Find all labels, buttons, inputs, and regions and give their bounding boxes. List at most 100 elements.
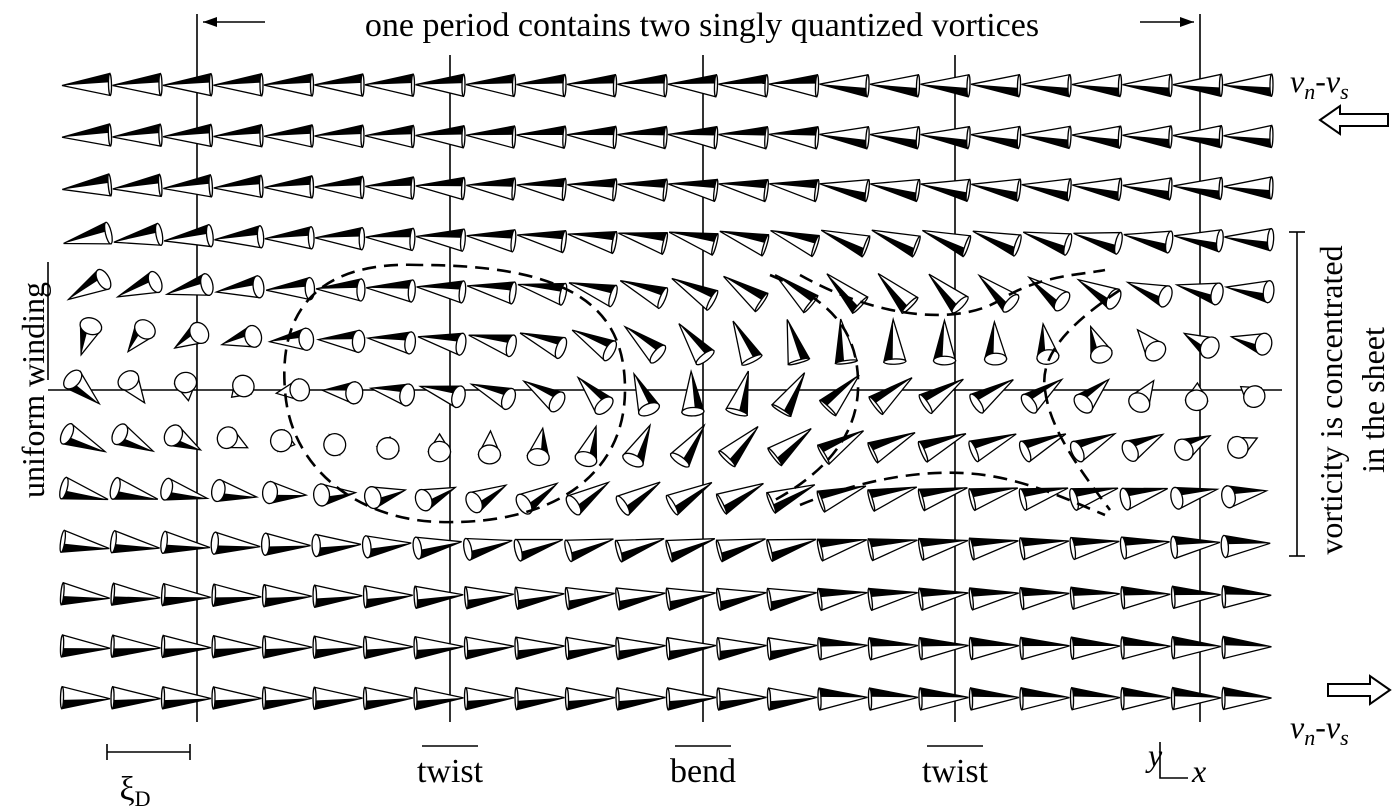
- cone-part: [769, 697, 817, 711]
- cone: [312, 686, 363, 711]
- cone-part: [162, 544, 210, 554]
- cone: [668, 231, 719, 256]
- cone: [109, 529, 160, 554]
- cone-part: [1172, 536, 1220, 546]
- cone-part: [1069, 488, 1079, 511]
- cone-part: [661, 232, 669, 255]
- cone: [1020, 378, 1064, 414]
- cone: [1125, 281, 1173, 308]
- cone: [463, 586, 514, 610]
- cone-part: [766, 687, 772, 711]
- cone-part: [968, 488, 977, 511]
- cone: [312, 584, 363, 609]
- cone: [574, 424, 598, 468]
- cone: [723, 275, 769, 313]
- cone-part: [568, 282, 617, 294]
- cone: [977, 273, 1020, 313]
- cone: [1223, 73, 1274, 98]
- cone-part: [516, 74, 565, 85]
- cone-part: [314, 74, 363, 85]
- cone: [418, 385, 466, 409]
- cone: [115, 270, 163, 298]
- cone: [412, 536, 462, 560]
- cone-part: [1122, 687, 1171, 698]
- cone-part: [1164, 230, 1174, 254]
- cone-part: [1019, 586, 1025, 611]
- cone-part: [264, 596, 312, 607]
- cone-part: [612, 73, 618, 98]
- cone-part: [567, 593, 615, 610]
- cone-part: [110, 686, 115, 710]
- cone-part: [715, 493, 728, 515]
- cone-part: [638, 402, 661, 417]
- cone: [362, 686, 414, 711]
- cone: [61, 72, 113, 97]
- cone-part: [1071, 537, 1120, 547]
- cone-part: [918, 433, 966, 450]
- cone-part: [567, 178, 616, 188]
- cone-part: [412, 536, 423, 560]
- cone-part: [112, 174, 161, 190]
- cone-part: [1223, 135, 1272, 148]
- cone-part: [819, 183, 867, 202]
- cone-part: [214, 225, 261, 240]
- cone: [320, 380, 364, 405]
- cone: [1173, 229, 1224, 253]
- cone-part: [1266, 228, 1275, 252]
- cone: [1223, 176, 1274, 200]
- cone-part: [459, 228, 466, 252]
- cone-part: [1173, 185, 1221, 200]
- cone-part: [826, 273, 869, 315]
- cone: [110, 582, 161, 606]
- cone: [1123, 230, 1174, 254]
- cone-part: [769, 126, 818, 136]
- cone: [564, 586, 615, 611]
- cone-part: [1215, 229, 1224, 253]
- cone-part: [968, 440, 980, 463]
- cone: [117, 370, 146, 405]
- cone-part: [455, 332, 467, 356]
- cone-part: [567, 697, 615, 710]
- cone-part: [814, 74, 820, 98]
- cone-part: [1121, 537, 1170, 546]
- cone: [918, 587, 969, 611]
- cone-part: [1019, 687, 1024, 711]
- cone: [363, 486, 408, 510]
- cone: [315, 329, 366, 354]
- cone-part: [163, 73, 211, 86]
- cone-part: [62, 123, 110, 138]
- cone: [110, 634, 161, 658]
- cone-part: [309, 124, 315, 148]
- cone-part: [920, 184, 968, 202]
- cone: [1221, 584, 1272, 609]
- cone-part: [718, 426, 759, 468]
- cone-part: [1066, 178, 1072, 202]
- cone: [917, 487, 968, 512]
- cone: [1119, 487, 1168, 511]
- cone: [314, 73, 365, 97]
- scale-label: ξD: [119, 771, 150, 810]
- cone-part: [261, 480, 279, 505]
- vortex-contours: [283, 263, 1121, 524]
- cone-part: [463, 537, 473, 561]
- cone: [59, 476, 109, 501]
- cone-part: [1123, 234, 1169, 253]
- cone-part: [61, 543, 110, 553]
- cone-part: [969, 538, 1019, 547]
- cone-part: [112, 124, 161, 137]
- cone-part: [516, 697, 565, 710]
- cone-part: [564, 687, 570, 711]
- cone: [365, 227, 416, 252]
- cone-part: [928, 274, 959, 313]
- cone: [920, 125, 971, 150]
- cone-part: [622, 452, 644, 468]
- cone-part: [814, 126, 820, 150]
- cone-part: [1144, 340, 1167, 362]
- cone-part: [619, 538, 665, 562]
- flow-arrow: [1318, 104, 1389, 136]
- cone-part: [157, 173, 163, 198]
- cone: [1170, 686, 1222, 711]
- cone-part: [62, 174, 110, 190]
- cone-part: [819, 688, 868, 698]
